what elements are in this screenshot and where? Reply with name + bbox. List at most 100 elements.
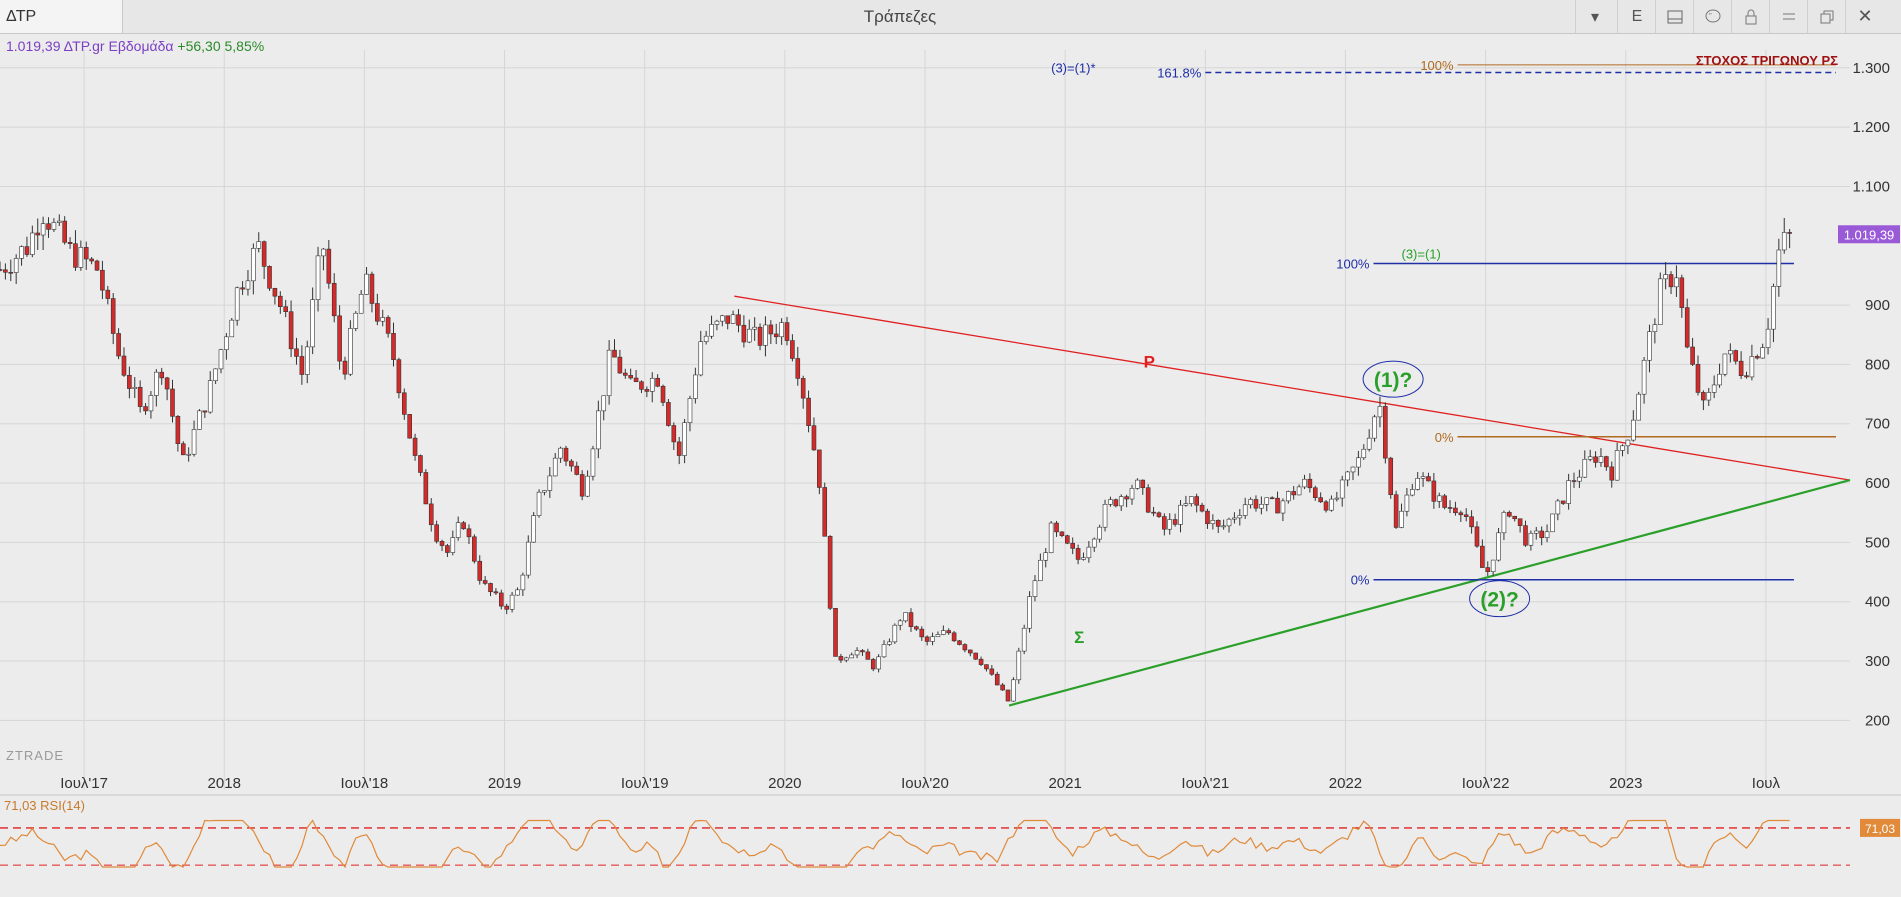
e-label: E — [1631, 7, 1643, 25]
restore-icon[interactable] — [1807, 0, 1846, 33]
trendline-label: Σ — [1074, 628, 1084, 647]
rsi-label: 71,03 RSI(14) — [4, 798, 85, 813]
e-button[interactable]: E — [1617, 0, 1656, 33]
candle-body — [865, 651, 871, 660]
candle-body — [693, 374, 698, 399]
candle-body — [127, 374, 132, 389]
candle-body — [1205, 510, 1210, 525]
candle-body — [822, 487, 828, 537]
candle-body — [1383, 406, 1388, 459]
candle-body — [1226, 518, 1232, 527]
candle-body — [1517, 518, 1523, 526]
trendline-p — [734, 295, 1851, 481]
candle-body — [1129, 488, 1135, 500]
candle-body — [1097, 526, 1102, 540]
candle-body — [1550, 513, 1555, 533]
candle-body — [1081, 557, 1086, 560]
candle-body — [897, 620, 903, 626]
candle-body — [1151, 511, 1156, 514]
candle-body — [703, 335, 709, 342]
y-tick-label: 600 — [1865, 475, 1890, 492]
candle-body — [1005, 689, 1011, 702]
candle-body — [951, 632, 957, 642]
candle-body — [676, 441, 682, 456]
candle-body — [1043, 552, 1049, 561]
candle-body — [1657, 278, 1663, 325]
candle-body — [1032, 580, 1038, 597]
panel-icon[interactable] — [1655, 0, 1694, 33]
candle-body — [1065, 535, 1070, 544]
candle-body — [137, 386, 143, 407]
candles — [0, 214, 1792, 702]
candle-body — [1663, 274, 1668, 280]
dropdown-button[interactable]: ▾ — [1575, 0, 1614, 33]
candle-body — [1404, 494, 1410, 512]
candle-body — [493, 591, 499, 594]
candle-body — [978, 658, 984, 665]
candle-body — [1749, 356, 1755, 378]
candle-body — [1302, 478, 1307, 488]
candle-body — [1118, 496, 1124, 507]
x-tick-label: 2023 — [1609, 775, 1642, 792]
candle-body — [466, 528, 472, 538]
candle-body — [1463, 514, 1469, 518]
candle-body — [930, 636, 935, 642]
candle-body — [790, 340, 795, 359]
candle-body — [1124, 496, 1129, 500]
candle-body — [1253, 499, 1259, 509]
candle-body — [1501, 512, 1507, 534]
lock-icon[interactable] — [1731, 0, 1770, 33]
candle-body — [89, 258, 94, 262]
trendline-sigma — [1008, 479, 1851, 707]
candle-body — [1641, 359, 1647, 395]
minimize-icon[interactable] — [1769, 0, 1808, 33]
candle-body — [1474, 526, 1480, 547]
candle-body — [472, 536, 477, 562]
candle-body — [159, 371, 165, 379]
candle-body — [385, 317, 391, 334]
candle-body — [434, 524, 439, 542]
candle-body — [304, 346, 310, 375]
candle-body — [1604, 456, 1609, 468]
candle-body — [148, 395, 154, 412]
candle-body — [73, 243, 78, 268]
candle-body — [180, 443, 186, 456]
candle-body — [1706, 392, 1712, 401]
close-icon[interactable]: ✕ — [1845, 0, 1884, 33]
candle-body — [730, 314, 736, 324]
chevron-down-icon: ▾ — [1590, 8, 1600, 26]
candle-body — [1248, 499, 1253, 506]
chat-icon[interactable]: ” — [1693, 0, 1732, 33]
candle-body — [310, 299, 315, 348]
candle-body — [13, 258, 19, 273]
candle-body — [1442, 495, 1447, 508]
candle-body — [1366, 437, 1372, 450]
x-tick-label: Ιουλ'17 — [60, 775, 108, 792]
candle-body — [1426, 476, 1431, 482]
symbol-input[interactable]: ΔΤΡ — [0, 0, 123, 34]
candle-body — [601, 395, 607, 412]
candle-body — [1431, 480, 1437, 502]
candle-body — [218, 349, 224, 370]
rsi-value-text: 71,03 — [1865, 822, 1895, 836]
y-tick-label: 900 — [1865, 297, 1890, 314]
candle-body — [331, 282, 337, 317]
price-chart[interactable]: 100% (3)=(1) 0% 161.8% (3)=(1)* 100% ΣΤΟΧΟΣ ΤΡ… — [0, 34, 1901, 897]
candle-body — [1108, 499, 1113, 505]
candle-body — [892, 624, 898, 643]
fib-label: 0% — [1435, 430, 1454, 445]
candle-body — [450, 537, 456, 553]
candle-body — [1156, 512, 1162, 517]
wave-label: (2)? — [1480, 589, 1519, 612]
candle-body — [272, 287, 278, 297]
fib-note: ΣΤΟΧΟΣ ΤΡΙΓΩΝΟΥ ΡΣ — [1696, 53, 1838, 68]
x-tick-label: Ιουλ'21 — [1181, 775, 1229, 792]
candle-body — [536, 491, 542, 516]
candle-body — [763, 324, 768, 346]
last-value-badge — [1838, 225, 1900, 244]
candle-body — [547, 475, 553, 491]
candle-body — [315, 255, 321, 300]
candle-body — [1086, 546, 1092, 559]
candle-body — [1781, 232, 1787, 251]
candle-body — [714, 320, 720, 325]
